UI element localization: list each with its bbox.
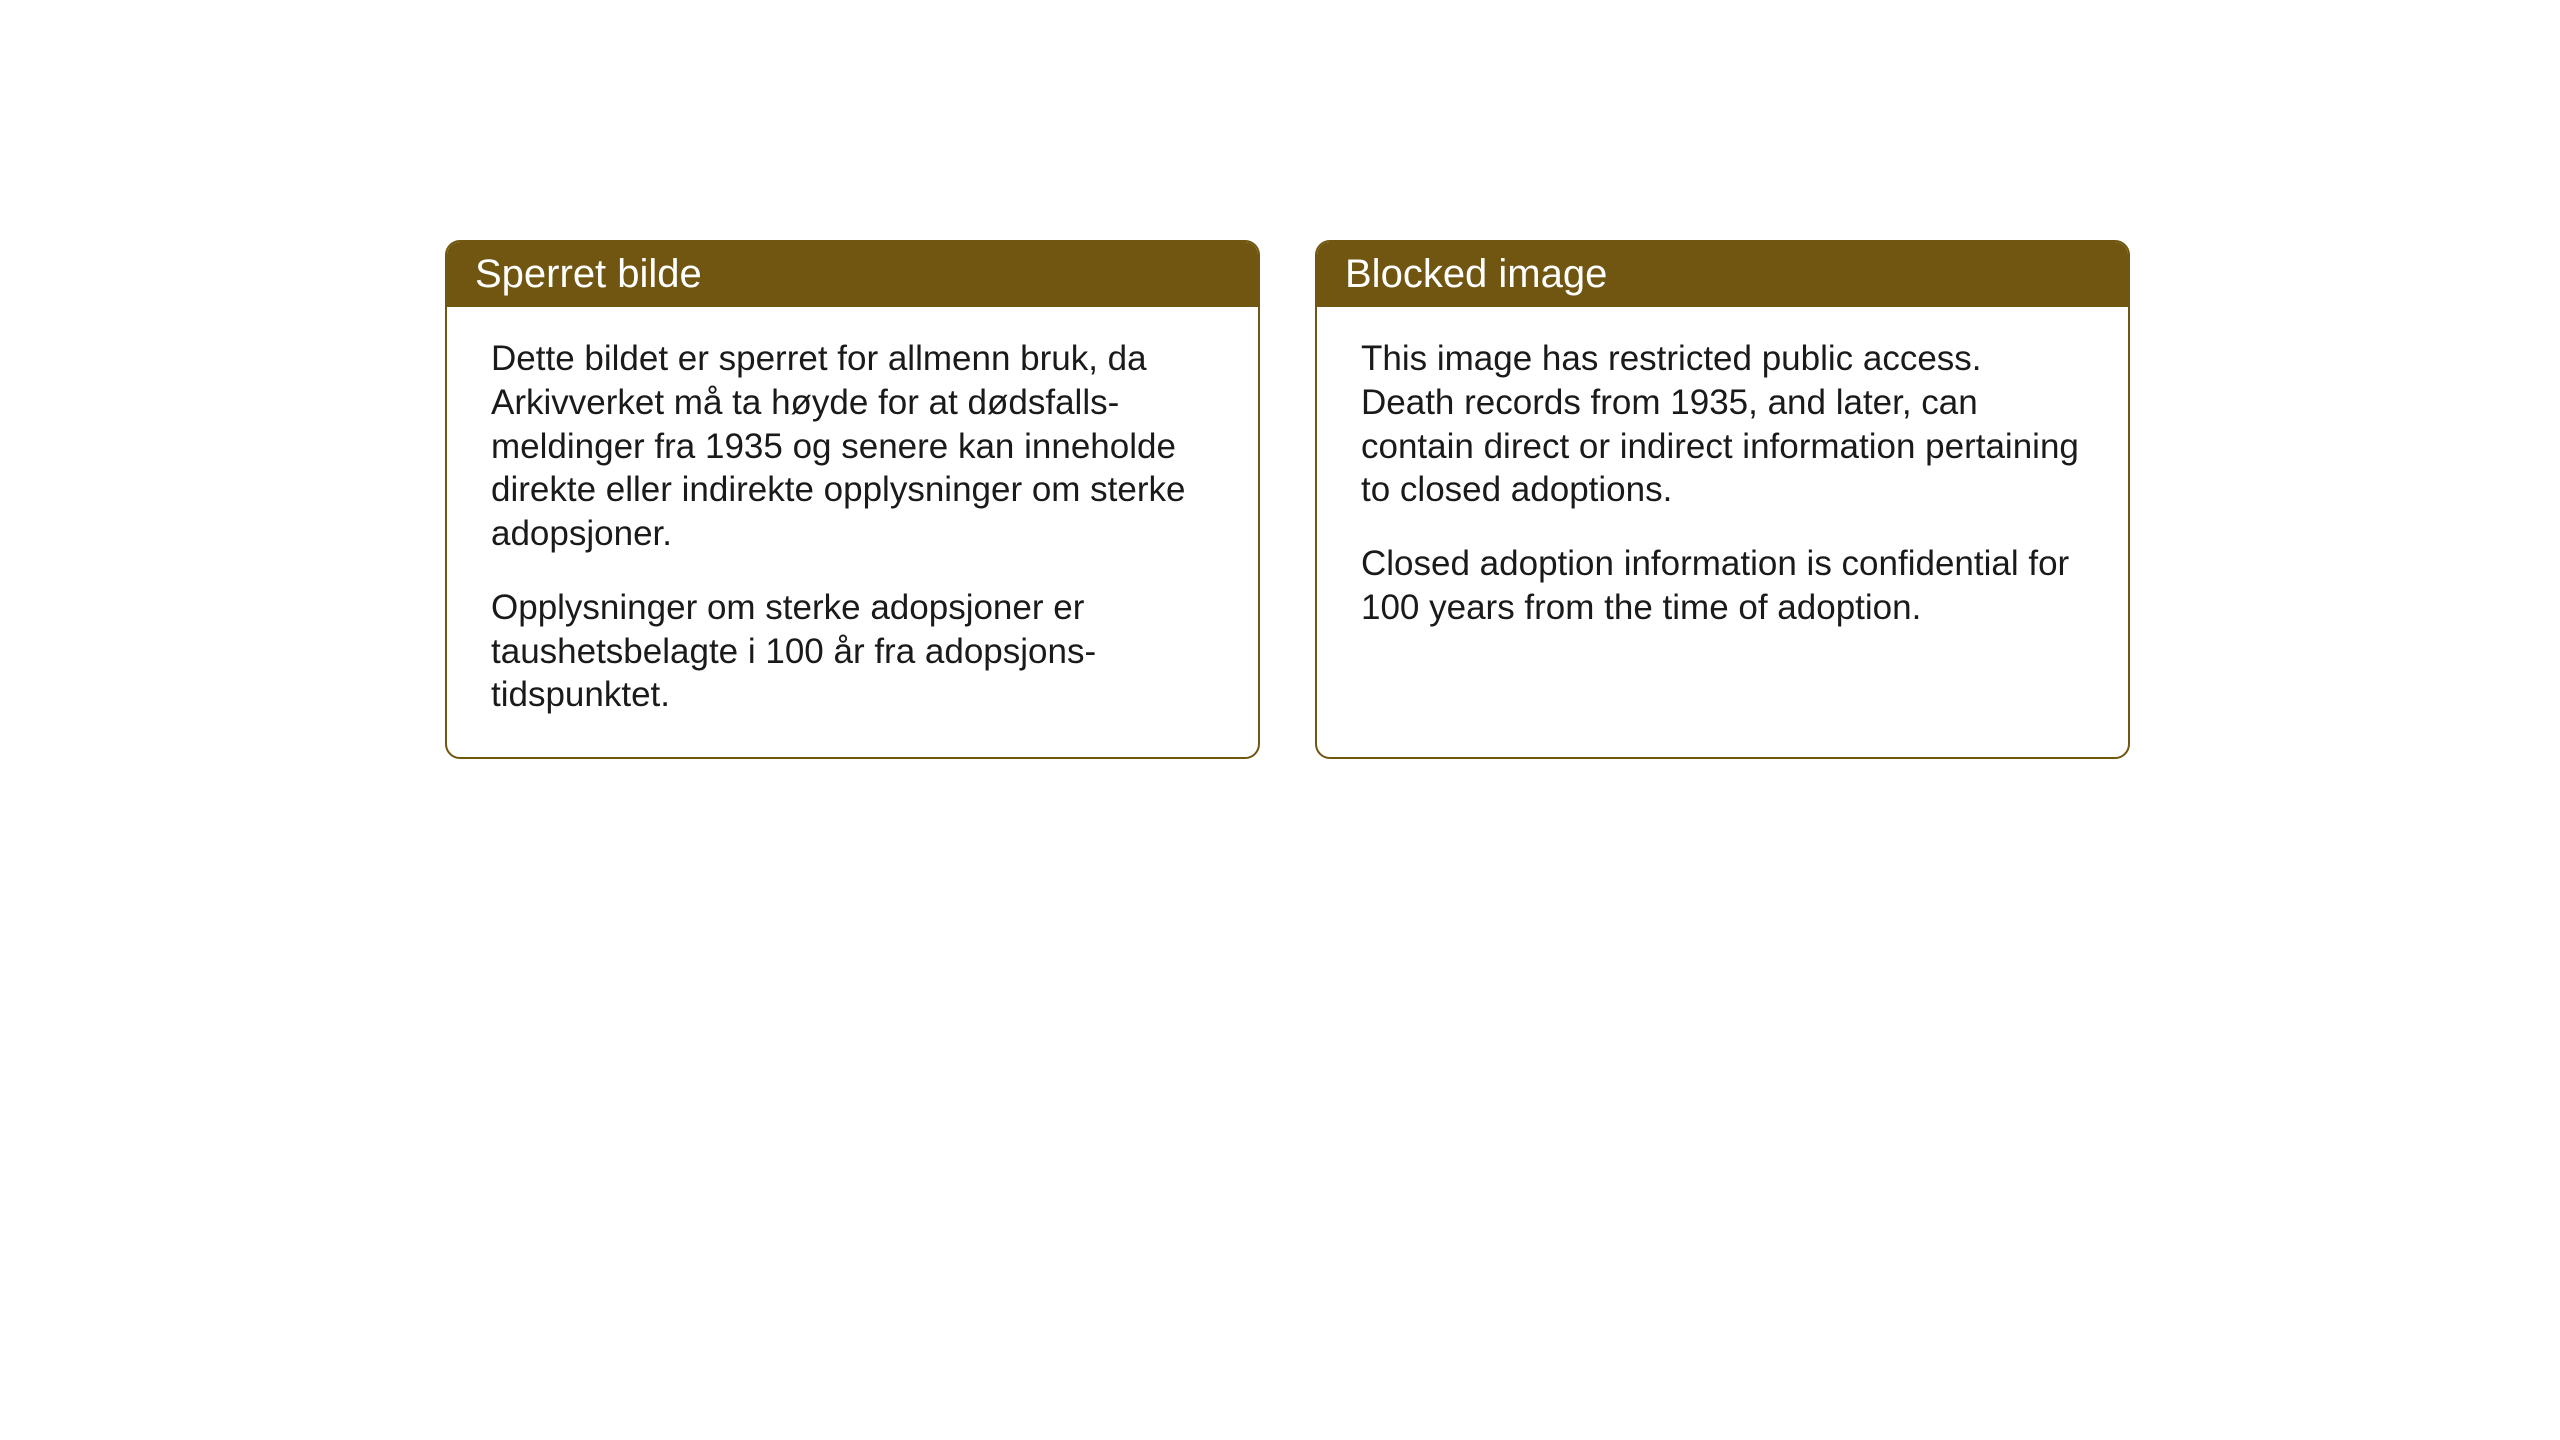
english-notice-card: Blocked image This image has restricted … <box>1315 240 2130 759</box>
norwegian-notice-card: Sperret bilde Dette bildet er sperret fo… <box>445 240 1260 759</box>
norwegian-notice-header: Sperret bilde <box>447 242 1258 307</box>
english-notice-paragraph-2: Closed adoption information is confident… <box>1361 542 2084 630</box>
norwegian-notice-body: Dette bildet er sperret for allmenn bruk… <box>447 307 1258 757</box>
norwegian-notice-paragraph-1: Dette bildet er sperret for allmenn bruk… <box>491 337 1214 556</box>
norwegian-notice-paragraph-2: Opplysninger om sterke adopsjoner er tau… <box>491 586 1214 717</box>
english-notice-body: This image has restricted public access.… <box>1317 307 2128 737</box>
english-notice-header: Blocked image <box>1317 242 2128 307</box>
notice-container: Sperret bilde Dette bildet er sperret fo… <box>445 240 2130 759</box>
english-notice-title: Blocked image <box>1345 252 1607 296</box>
english-notice-paragraph-1: This image has restricted public access.… <box>1361 337 2084 512</box>
norwegian-notice-title: Sperret bilde <box>475 252 702 296</box>
